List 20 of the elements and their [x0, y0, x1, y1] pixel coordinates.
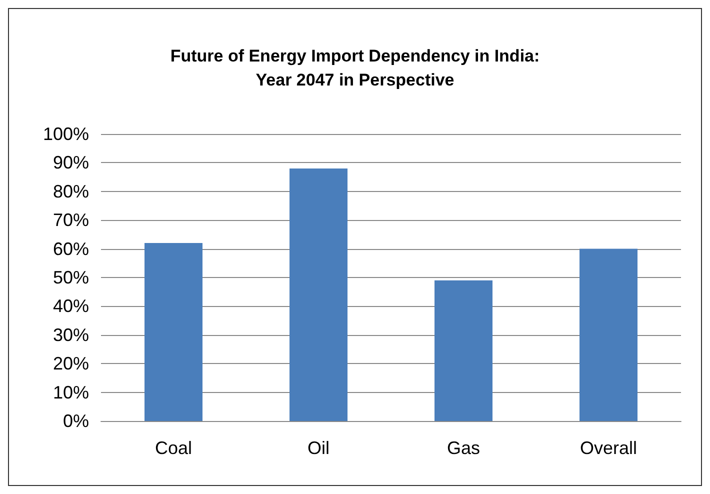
y-tick-label: 0% [62, 411, 89, 431]
y-tick-label: 70% [52, 210, 89, 230]
x-tick-label: Gas [446, 438, 480, 458]
y-tick-label: 100% [42, 124, 89, 144]
y-tick-label: 90% [52, 152, 89, 173]
bar [580, 248, 638, 421]
y-tick-label: 40% [52, 296, 89, 316]
bar [290, 168, 348, 421]
y-tick-label: 30% [52, 324, 89, 345]
y-tick-label: 60% [52, 238, 89, 259]
x-tick-label: Coal [154, 438, 192, 458]
y-tick-label: 80% [52, 181, 89, 202]
bar [434, 280, 492, 421]
y-tick-label: 50% [52, 268, 89, 288]
chart-title: Future of Energy Import Dependency in India: Year 2047 in Perspective [170, 46, 540, 90]
x-tick-label: Oil [308, 438, 330, 458]
bar [144, 243, 202, 421]
y-tick-label: 20% [52, 354, 89, 374]
x-tick-label: Overall [580, 438, 638, 458]
y-tick-label: 10% [52, 382, 89, 402]
